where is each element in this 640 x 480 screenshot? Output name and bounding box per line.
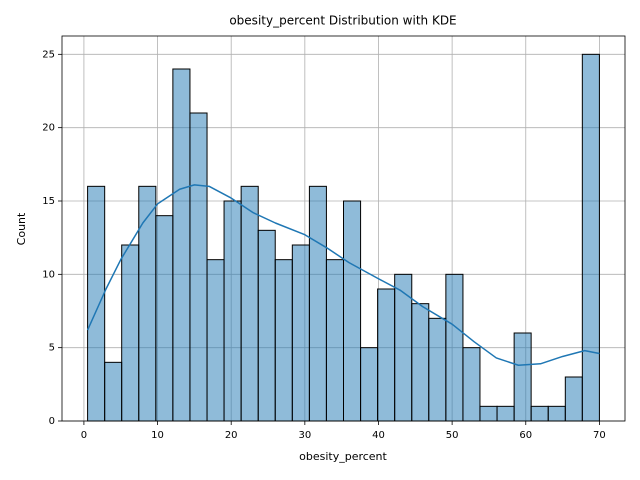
bar xyxy=(206,259,225,422)
x-axis-label: obesity_percent xyxy=(299,450,387,463)
bar xyxy=(411,303,430,422)
bar xyxy=(87,185,106,422)
bar xyxy=(343,200,362,422)
bar xyxy=(530,405,549,422)
bar xyxy=(172,68,191,422)
bar xyxy=(547,405,566,422)
bar xyxy=(377,288,396,422)
y-tick-label: 25 xyxy=(42,49,55,60)
plot-frame xyxy=(61,35,626,422)
y-tick-label: 10 xyxy=(42,269,55,280)
bar xyxy=(138,185,157,422)
bar xyxy=(291,244,310,422)
y-axis-label: Count xyxy=(15,212,28,245)
bar xyxy=(581,53,600,422)
chart-title: obesity_percent Distribution with KDE xyxy=(229,14,456,28)
bar xyxy=(496,405,515,422)
bar xyxy=(257,229,276,422)
bar xyxy=(274,259,293,422)
bar xyxy=(479,405,498,422)
bar xyxy=(189,112,208,422)
bar xyxy=(428,317,447,422)
x-tick-label: 50 xyxy=(446,430,459,441)
bar xyxy=(104,361,123,422)
bar xyxy=(462,347,481,422)
bar xyxy=(121,244,140,422)
x-tick-label: 20 xyxy=(225,430,238,441)
x-tick-label: 30 xyxy=(298,430,311,441)
bar xyxy=(308,185,327,422)
x-tick-label: 40 xyxy=(372,430,385,441)
y-tick-label: 5 xyxy=(49,343,55,354)
bar xyxy=(155,215,174,422)
bar xyxy=(240,185,259,422)
bar xyxy=(325,259,345,422)
y-tick-label: 20 xyxy=(42,123,55,134)
bar xyxy=(223,200,242,422)
x-tick-label: 0 xyxy=(81,430,87,441)
bar xyxy=(445,273,464,422)
x-tick-label: 60 xyxy=(519,430,532,441)
x-tick-label: 10 xyxy=(151,430,164,441)
y-tick-label: 15 xyxy=(42,196,55,207)
bar xyxy=(513,332,532,422)
bar xyxy=(360,347,379,422)
kde-line xyxy=(86,184,600,367)
y-tick-label: 0 xyxy=(49,416,55,427)
x-tick-label: 70 xyxy=(593,430,606,441)
bar xyxy=(564,376,583,422)
